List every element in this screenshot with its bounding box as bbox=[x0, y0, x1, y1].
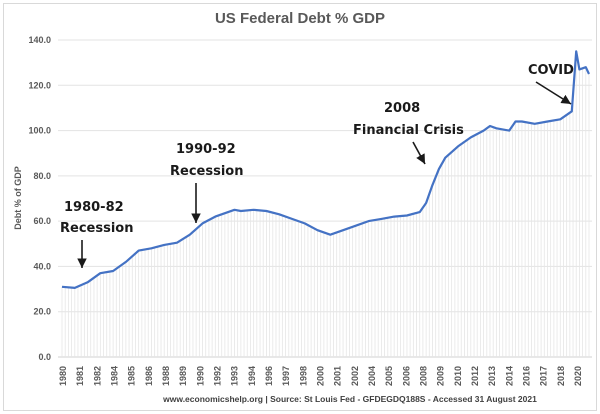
y-tick-label: 120.0 bbox=[28, 80, 51, 90]
x-tick-label: 1993 bbox=[230, 366, 240, 386]
x-tick-label: 1988 bbox=[161, 366, 171, 386]
annotation-covid: COVID bbox=[528, 63, 574, 105]
y-axis-label: Debt % of GDP bbox=[13, 166, 23, 230]
annotation-1990-recession: 1990-92 Recession bbox=[170, 142, 243, 223]
x-tick-label: 1984 bbox=[110, 366, 120, 386]
y-tick-label: 0.0 bbox=[38, 352, 51, 362]
x-tick-label: 1998 bbox=[298, 366, 308, 386]
x-tick-label: 1980 bbox=[58, 366, 68, 386]
annotation-text: 2008 bbox=[384, 101, 420, 116]
x-tick-label: 2000 bbox=[316, 366, 326, 386]
x-tick-label: 2001 bbox=[333, 366, 343, 386]
x-tick-label: 2020 bbox=[573, 366, 583, 386]
annotation-text: 1990-92 bbox=[176, 142, 236, 157]
annotation-text: Recession bbox=[170, 164, 243, 179]
annotation-text: 1980-82 bbox=[64, 200, 124, 215]
source-note: www.economicshelp.org | Source: St Louis… bbox=[162, 394, 537, 404]
x-tick-label: 1996 bbox=[264, 366, 274, 386]
arrow-icon bbox=[535, 81, 572, 105]
x-tick-label: 2010 bbox=[453, 366, 463, 386]
y-tick-label: 40.0 bbox=[33, 261, 51, 271]
x-tick-label: 2004 bbox=[367, 366, 377, 386]
annotation-1980-recession: 1980-82 Recession bbox=[60, 200, 133, 268]
annotation-text: Financial Crisis bbox=[353, 123, 464, 138]
x-tick-label: 1982 bbox=[92, 366, 102, 386]
x-tick-label: 2017 bbox=[539, 366, 549, 386]
x-tick-label: 1994 bbox=[247, 366, 257, 386]
x-tick-label: 2008 bbox=[419, 366, 429, 386]
annotation-text: COVID bbox=[528, 63, 574, 78]
chart-frame bbox=[3, 3, 597, 411]
x-tick-label: 2005 bbox=[384, 366, 394, 386]
debt-line bbox=[61, 50, 590, 289]
y-tick-label: 20.0 bbox=[33, 307, 51, 317]
x-tick-label: 1990 bbox=[195, 366, 205, 386]
y-tick-label: 100.0 bbox=[28, 126, 51, 136]
x-tick-label: 2009 bbox=[436, 366, 446, 386]
x-tick-label: 1981 bbox=[75, 366, 85, 386]
x-tick-label: 1989 bbox=[178, 366, 188, 386]
x-tick-label: 2013 bbox=[487, 366, 497, 386]
x-tick-label: 2014 bbox=[504, 366, 514, 386]
arrow-icon bbox=[412, 141, 426, 165]
x-tick-label: 2006 bbox=[401, 366, 411, 386]
x-tick-label: 1985 bbox=[127, 366, 137, 386]
y-tick-label: 140.0 bbox=[28, 35, 51, 45]
x-tick-label: 2012 bbox=[470, 366, 480, 386]
x-tick-label: 1997 bbox=[281, 366, 291, 386]
annotation-text: Recession bbox=[60, 221, 133, 236]
x-tick-label: 1986 bbox=[144, 366, 154, 386]
y-tick-label: 80.0 bbox=[33, 171, 51, 181]
x-tick-label: 1992 bbox=[213, 366, 223, 386]
annotation-2008-crisis: 2008 Financial Crisis bbox=[353, 101, 464, 165]
y-tick-label: 60.0 bbox=[33, 216, 51, 226]
x-tick-label: 2016 bbox=[522, 366, 532, 386]
chart-title: US Federal Debt % GDP bbox=[215, 10, 385, 27]
x-tick-label: 2002 bbox=[350, 366, 360, 386]
x-tick-label: 2018 bbox=[556, 366, 566, 386]
